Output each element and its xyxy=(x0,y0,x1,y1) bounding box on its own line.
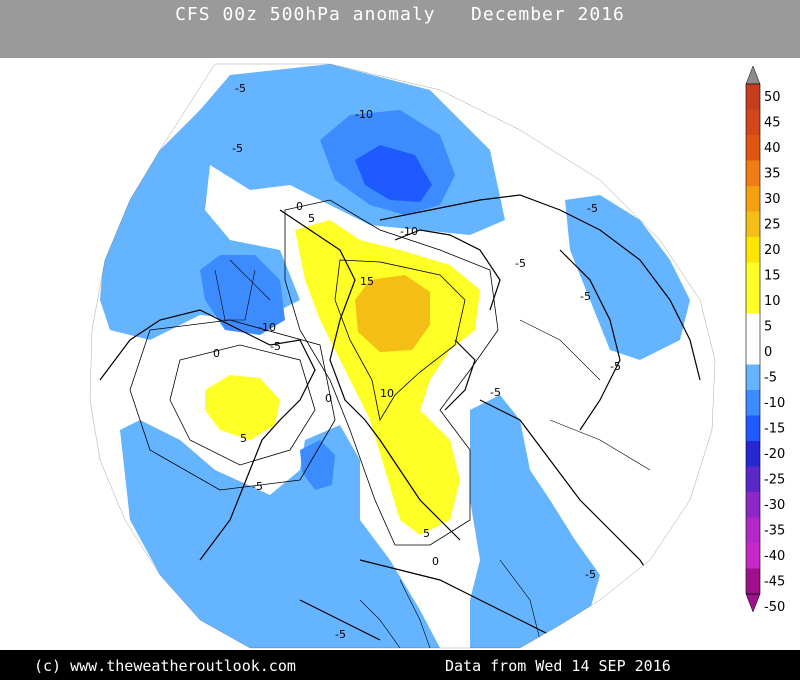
legend-tick-label: 40 xyxy=(764,141,781,156)
contour-label: -5 xyxy=(335,628,346,641)
legend-tick-label: -30 xyxy=(764,498,785,513)
contour-label: 0 xyxy=(325,392,332,405)
legend-swatch xyxy=(746,237,760,263)
contour-label: -5 xyxy=(610,360,621,373)
legend-tick-label: 0 xyxy=(764,345,772,360)
legend-tick-label: 35 xyxy=(764,167,781,182)
contour-label: 0 xyxy=(213,347,220,360)
legend-tick-label: -35 xyxy=(764,524,785,539)
legend-tick-label: 30 xyxy=(764,192,781,207)
legend-swatch xyxy=(746,492,760,518)
contour-label: -10 xyxy=(258,321,276,334)
projection-disk xyxy=(90,64,715,648)
legend-tick-label: 25 xyxy=(764,218,781,233)
legend-tick-label: 10 xyxy=(764,294,781,309)
legend-tick-label: 20 xyxy=(764,243,781,258)
contour-label: -10 xyxy=(355,108,373,121)
neg10-region-atlantic xyxy=(300,440,335,490)
legend-tick-label: 50 xyxy=(764,90,781,105)
borders xyxy=(214,259,651,648)
legend-swatch xyxy=(746,441,760,467)
legend-frame xyxy=(745,83,761,595)
legend-tick-label: -15 xyxy=(764,422,785,437)
legend-swatch xyxy=(746,543,760,569)
legend-tick-label: -45 xyxy=(764,575,785,590)
contour-label: -5 xyxy=(235,82,246,95)
data-date-text: Data from Wed 14 SEP 2016 xyxy=(445,657,671,675)
legend-tick-label: -40 xyxy=(764,549,785,564)
neg15-region-bering xyxy=(355,145,432,202)
contour-label: 5 xyxy=(240,432,247,445)
legend-swatch xyxy=(746,160,760,186)
contour-label: 0 xyxy=(432,555,439,568)
neg5-region-west-atlantic xyxy=(120,420,440,648)
legend-tick-label: 45 xyxy=(764,116,781,131)
projection-edge xyxy=(89,63,716,649)
legend-tick-label: -25 xyxy=(764,473,785,488)
legend-tick-label: 15 xyxy=(764,269,781,284)
pos10-region-pole xyxy=(355,275,430,352)
contour-label: -5 xyxy=(270,340,281,353)
legend-tick-label: -5 xyxy=(764,371,777,386)
legend-tick-label: -20 xyxy=(764,447,785,462)
legend-tick-label: 5 xyxy=(764,320,772,335)
contour-label: -5 xyxy=(232,142,243,155)
pos5-region-arctic-europe xyxy=(295,220,480,535)
credit-text: (c) www.theweatheroutlook.com xyxy=(34,657,296,675)
contour-label: -5 xyxy=(252,480,263,493)
legend-tick-label: -50 xyxy=(764,600,785,615)
legend-top-arrow xyxy=(745,66,761,85)
legend-swatch xyxy=(746,517,760,543)
contour-label: -10 xyxy=(400,225,418,238)
neg5-region-siberia xyxy=(565,195,690,360)
contour-label: 15 xyxy=(360,275,374,288)
footer-bar: (c) www.theweatheroutlook.com Data from … xyxy=(0,650,800,680)
contour-label: -5 xyxy=(580,290,591,303)
legend-swatch xyxy=(746,313,760,339)
contour-label: 0 xyxy=(296,200,303,213)
coastlines xyxy=(99,194,701,641)
contour-label: -5 xyxy=(490,386,501,399)
color-legend: 50454035302520151050-5-10-15-20-25-30-35… xyxy=(745,66,785,615)
legend-bottom-arrow xyxy=(745,593,761,613)
contour-label: -5 xyxy=(587,202,598,215)
legend-swatch xyxy=(746,109,760,135)
anomaly-map: -5 -10 -5 -5 5 0 -10 15 -5 -10 -5 0 10 -… xyxy=(89,63,716,649)
legend-swatch xyxy=(746,466,760,492)
contour-lines xyxy=(129,199,499,546)
title-bar: CFS 00z 500hPa anomaly December 2016 xyxy=(0,0,800,58)
contour-labels: -5 -10 -5 -5 5 0 -10 15 -5 -10 -5 0 10 -… xyxy=(213,82,621,641)
legend-swatch xyxy=(746,135,760,161)
legend-swatch xyxy=(746,211,760,237)
contour-label: 5 xyxy=(423,527,430,540)
legend-tick-label: -10 xyxy=(764,396,785,411)
contour-label: -5 xyxy=(585,568,596,581)
contour-label: 10 xyxy=(380,387,394,400)
legend-swatch xyxy=(746,415,760,441)
legend-swatch xyxy=(746,84,760,110)
neg5-region-asia xyxy=(470,395,600,648)
legend-swatch xyxy=(746,186,760,212)
pos5-region-north-america xyxy=(205,375,280,440)
contour-label: -5 xyxy=(515,257,526,270)
legend-swatch xyxy=(746,364,760,390)
neg10-region-canada xyxy=(200,255,285,335)
legend-swatch xyxy=(746,339,760,365)
legend-swatch xyxy=(746,390,760,416)
map-title: CFS 00z 500hPa anomaly December 2016 xyxy=(175,4,625,25)
legend-swatch xyxy=(746,288,760,314)
legend-swatch xyxy=(746,262,760,288)
legend-swatch xyxy=(746,568,760,594)
contour-label: 5 xyxy=(308,212,315,225)
